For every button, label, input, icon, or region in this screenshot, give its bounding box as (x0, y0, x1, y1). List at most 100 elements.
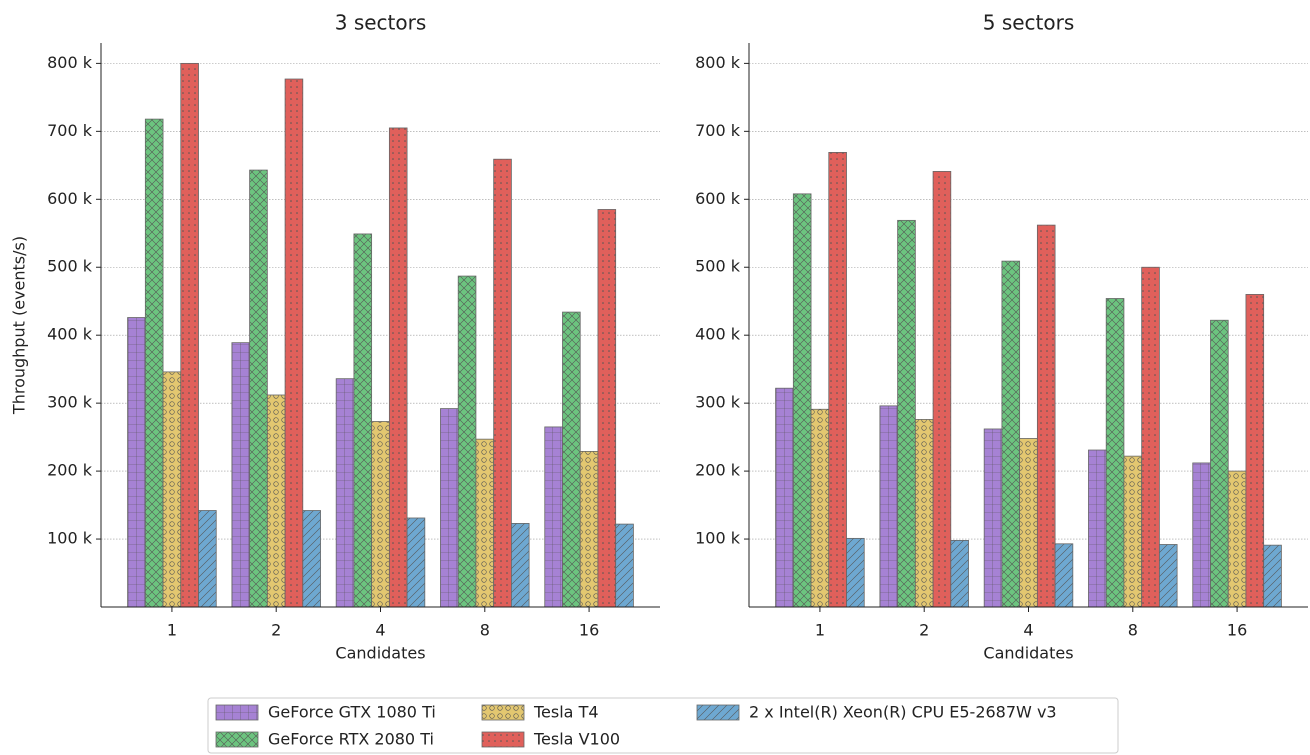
legend-box (207, 697, 1119, 754)
x-tick-label: 8 (480, 621, 490, 640)
y-tick-label: 700 k (47, 121, 93, 140)
bar (792, 193, 812, 608)
legend-swatch (696, 704, 740, 721)
y-tick-label: 600 k (695, 189, 741, 208)
bar (897, 219, 916, 608)
bar (180, 62, 199, 608)
bar (302, 510, 321, 608)
bar (579, 450, 599, 608)
x-tick-label: 8 (1128, 621, 1138, 640)
bar (932, 171, 952, 608)
y-axis-label: Throughput (events/s) (10, 236, 29, 415)
legend-swatch (481, 704, 525, 721)
bar (457, 275, 477, 608)
bar (475, 438, 495, 608)
chart-title: 5 sectors (983, 11, 1075, 35)
bar (1019, 438, 1038, 608)
y-tick-label: 300 k (47, 393, 93, 412)
bar (597, 209, 617, 608)
bar (1036, 224, 1056, 608)
x-tick-label: 1 (167, 621, 177, 640)
y-tick-label: 200 k (695, 461, 741, 480)
x-tick-label: 2 (271, 621, 281, 640)
bar (562, 311, 581, 608)
y-tick-label: 700 k (695, 121, 741, 140)
series (198, 510, 634, 608)
bar (544, 426, 563, 608)
bar (983, 428, 1003, 608)
bar (1123, 455, 1143, 608)
series (180, 62, 617, 608)
y-tick-label: 200 k (47, 461, 93, 480)
bar (846, 537, 865, 608)
bar (1105, 298, 1125, 608)
x-tick-label: 16 (579, 621, 599, 640)
bar (353, 233, 373, 608)
series (127, 317, 563, 608)
x-axis-label: Candidates (335, 644, 425, 663)
legend-label: Tesla V100 (533, 730, 620, 749)
y-tick-label: 600 k (47, 189, 93, 208)
bar (1141, 266, 1160, 608)
bar (388, 127, 408, 608)
x-tick-label: 2 (919, 621, 929, 640)
series (810, 408, 1247, 608)
legend-label: 2 x Intel(R) Xeon(R) CPU E5-2687W v3 (749, 703, 1057, 722)
bar (371, 421, 390, 608)
bar (1227, 470, 1247, 608)
bar (440, 408, 459, 608)
series (775, 387, 1211, 608)
y-tick-label: 500 k (695, 257, 741, 276)
series (846, 537, 1282, 608)
bar (879, 405, 899, 608)
chart-title: 3 sectors (335, 11, 427, 35)
x-tick-label: 16 (1227, 621, 1247, 640)
bar (1001, 260, 1021, 608)
bar (615, 523, 634, 608)
bar (406, 517, 426, 608)
y-tick-label: 400 k (47, 325, 93, 344)
legend-swatch (215, 704, 259, 721)
x-tick-label: 4 (1023, 621, 1033, 640)
bar (144, 118, 164, 608)
series (792, 193, 1229, 608)
bar (231, 342, 251, 608)
bar (810, 408, 830, 608)
y-tick-label: 800 k (47, 53, 93, 72)
x-tick-label: 4 (375, 621, 385, 640)
legend-label: Tesla T4 (533, 703, 599, 722)
bar (1210, 319, 1229, 608)
x-axis-label: Candidates (983, 644, 1073, 663)
bar (1088, 449, 1107, 608)
bar (493, 158, 512, 608)
legend-swatch (481, 731, 525, 748)
x-tick-label: 1 (815, 621, 825, 640)
bar (335, 378, 355, 608)
bar (1192, 462, 1211, 608)
series (144, 118, 581, 608)
bar (1158, 544, 1178, 608)
y-tick-label: 500 k (47, 257, 93, 276)
legend-swatch (215, 731, 259, 748)
y-tick-label: 800 k (695, 53, 741, 72)
bar (1054, 543, 1074, 608)
y-tick-label: 100 k (47, 529, 93, 548)
legend-label: GeForce RTX 2080 Ti (268, 730, 434, 749)
bar (127, 317, 146, 608)
legend-label: GeForce GTX 1080 Ti (268, 703, 436, 722)
bar (249, 169, 268, 608)
y-tick-label: 100 k (695, 529, 741, 548)
bar (828, 152, 847, 608)
y-tick-label: 400 k (695, 325, 741, 344)
bar (284, 78, 304, 608)
bar (266, 394, 286, 608)
bar (1263, 544, 1282, 608)
bar (198, 510, 217, 608)
bar (950, 540, 969, 608)
bar (1245, 294, 1265, 608)
bar (162, 371, 182, 608)
y-tick-label: 300 k (695, 393, 741, 412)
bar (914, 419, 934, 608)
